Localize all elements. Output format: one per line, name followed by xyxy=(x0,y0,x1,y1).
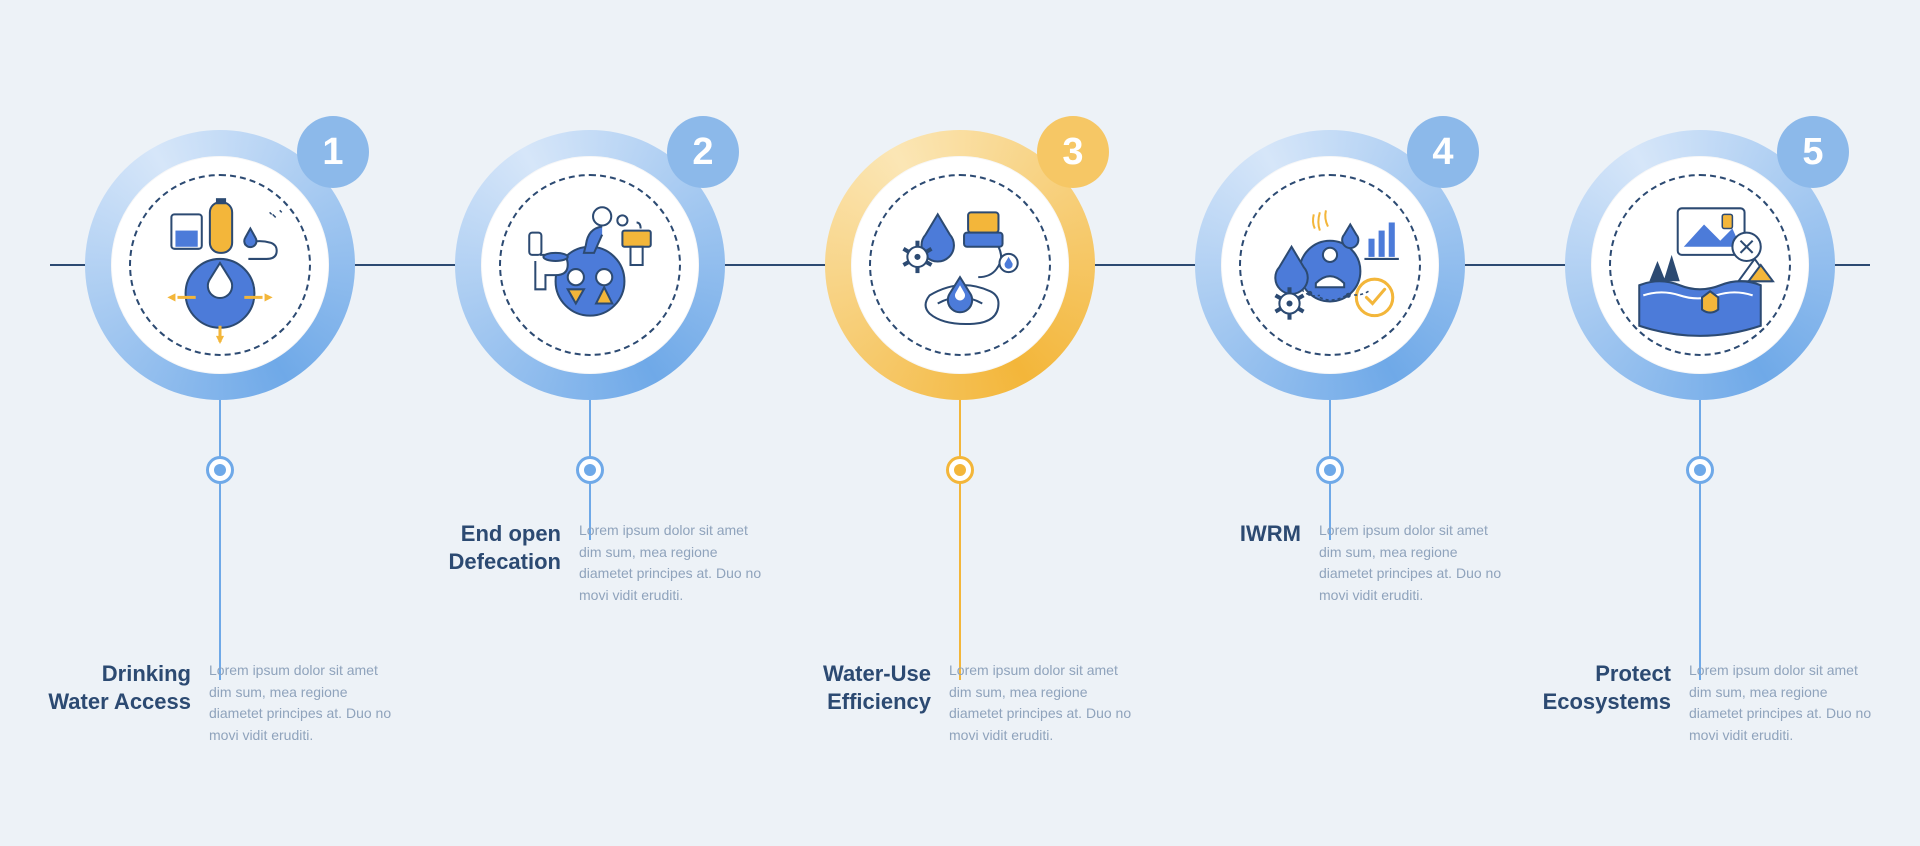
connector-dot xyxy=(206,456,234,484)
step-circle: 4 xyxy=(1195,130,1465,400)
connector-stem xyxy=(219,400,221,680)
step-circle: 1 xyxy=(85,130,355,400)
sanitation-icon xyxy=(509,184,671,346)
step-body: Lorem ipsum dolor sit amet dim sum, mea … xyxy=(1689,660,1879,747)
step-body: Lorem ipsum dolor sit amet dim sum, mea … xyxy=(1319,520,1509,607)
step-info: Drinking Water Access Lorem ipsum dolor … xyxy=(41,660,399,747)
step-number-badge: 1 xyxy=(297,116,369,188)
step-title: End open Defecation xyxy=(411,520,561,575)
step-title: Drinking Water Access xyxy=(41,660,191,715)
step-body: Lorem ipsum dolor sit amet dim sum, mea … xyxy=(949,660,1139,747)
step-number-badge: 2 xyxy=(667,116,739,188)
connector-dot xyxy=(1686,456,1714,484)
connector-stem xyxy=(1699,400,1701,680)
step-2: 2 End open Defecation Lorem ipsum dolor … xyxy=(455,130,725,400)
step-5: 5 Protect Ecosystems Lorem ipsum dolor s… xyxy=(1565,130,1835,400)
step-circle: 2 xyxy=(455,130,725,400)
step-body: Lorem ipsum dolor sit amet dim sum, mea … xyxy=(209,660,399,747)
connector-dot-inner xyxy=(954,464,966,476)
ecosystem-icon xyxy=(1619,184,1781,346)
step-number-badge: 5 xyxy=(1777,116,1849,188)
step-info: Water-Use Efficiency Lorem ipsum dolor s… xyxy=(781,660,1139,747)
connector-dot-inner xyxy=(1324,464,1336,476)
connector-dot-inner xyxy=(584,464,596,476)
water-access-icon xyxy=(139,184,301,346)
connector-dot xyxy=(1316,456,1344,484)
connector-dot-inner xyxy=(214,464,226,476)
efficiency-icon xyxy=(879,184,1041,346)
step-circle: 5 xyxy=(1565,130,1835,400)
connector-dot xyxy=(946,456,974,484)
step-title: Protect Ecosystems xyxy=(1521,660,1671,715)
step-3: 3 Water-Use Efficiency Lorem ipsum dolor… xyxy=(825,130,1095,400)
step-body: Lorem ipsum dolor sit amet dim sum, mea … xyxy=(579,520,769,607)
step-info: End open Defecation Lorem ipsum dolor si… xyxy=(411,520,769,607)
steps-row: 1 Drinking Water Access Lorem ipsum dolo… xyxy=(0,130,1920,400)
step-info: Protect Ecosystems Lorem ipsum dolor sit… xyxy=(1521,660,1879,747)
step-circle: 3 xyxy=(825,130,1095,400)
connector-stem xyxy=(959,400,961,680)
connector-dot xyxy=(576,456,604,484)
iwrm-icon xyxy=(1249,184,1411,346)
step-info: IWRM Lorem ipsum dolor sit amet dim sum,… xyxy=(1151,520,1509,607)
step-title: Water-Use Efficiency xyxy=(781,660,931,715)
connector-dot-inner xyxy=(1694,464,1706,476)
step-number-badge: 3 xyxy=(1037,116,1109,188)
step-1: 1 Drinking Water Access Lorem ipsum dolo… xyxy=(85,130,355,400)
step-number-badge: 4 xyxy=(1407,116,1479,188)
step-title: IWRM xyxy=(1151,520,1301,548)
step-4: 4 IWRM Lorem ipsum dolor sit amet dim su… xyxy=(1195,130,1465,400)
